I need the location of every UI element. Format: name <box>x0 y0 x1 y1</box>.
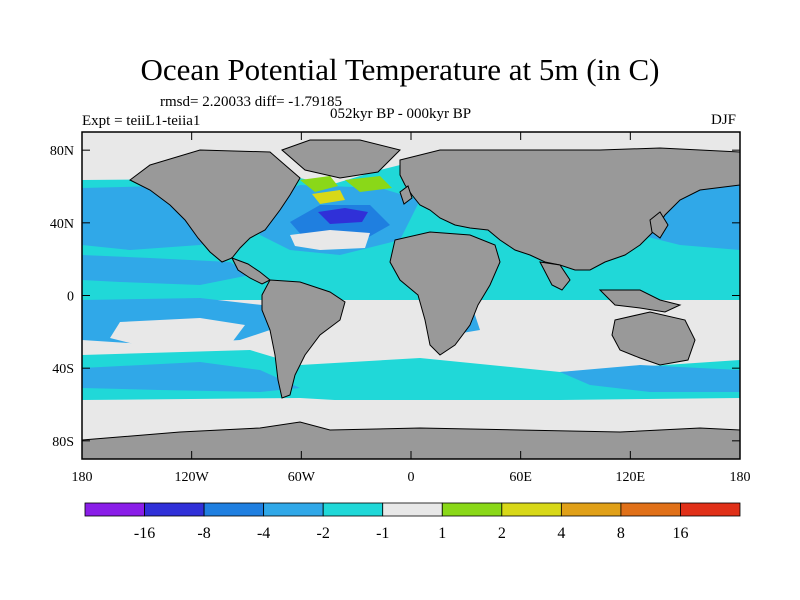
experiment-label: Expt = teiiL1-teiia1 <box>82 113 201 129</box>
japan-land <box>649 211 669 239</box>
x-tick-label: 180 <box>72 470 93 485</box>
colorbar-swatch <box>84 502 145 517</box>
colorbar-label: -4 <box>257 525 270 542</box>
ocean-anomaly-patch <box>312 190 345 204</box>
india-land <box>539 261 571 291</box>
ocean-anomaly-patch <box>465 338 560 370</box>
ocean-anomaly-patch <box>82 255 250 285</box>
colorbar-swatch <box>560 502 622 517</box>
ocean-anomaly-patch <box>318 208 368 224</box>
y-tick-label: 40S <box>52 362 74 377</box>
chart-title: Ocean Potential Temperature at 5m (in C) <box>140 52 660 87</box>
colorbar-label: 16 <box>672 525 688 542</box>
colorbar-label: -2 <box>317 525 330 542</box>
uk-land <box>399 185 413 205</box>
colorbar-swatch <box>382 502 443 517</box>
colorbar: -16 -8 -4 -2 -1 1 2 4 8 16 <box>84 502 741 542</box>
axis-ticks: 180 120W 60W 0 60E 120E 180 80N 40N 0 40S 80S <box>50 132 751 485</box>
x-tick-label: 0 <box>408 470 415 485</box>
y-tick-label: 0 <box>67 290 74 305</box>
colorbar-label: 4 <box>557 525 565 542</box>
x-tick-label: 120W <box>175 470 210 485</box>
antarctica-land <box>82 421 740 459</box>
australia-land <box>611 311 696 366</box>
x-tick-label: 60W <box>288 470 316 485</box>
season-label: DJF <box>711 112 737 128</box>
period-label: 052kyr BP - 000kyr BP <box>330 106 472 122</box>
colorbar-swatch <box>263 502 324 517</box>
x-tick-label: 120E <box>616 470 646 485</box>
south-america-land <box>261 279 346 399</box>
colorbar-label: 8 <box>617 525 625 542</box>
stats-label: rmsd= 2.20033 diff= -1.79185 <box>160 94 343 110</box>
y-tick-label: 80N <box>50 144 74 159</box>
colorbar-swatch <box>620 502 681 517</box>
ocean-anomaly-patch <box>290 230 370 250</box>
ocean-anomaly-patch <box>340 305 430 355</box>
ocean-anomaly-patch <box>82 362 300 392</box>
ocean-anomaly-patch <box>300 176 338 192</box>
land-mask <box>82 139 740 459</box>
colorbar-swatch <box>322 502 384 517</box>
se-asia-islands <box>598 289 682 313</box>
colorbar-label: -16 <box>134 525 155 542</box>
colorbar-swatch <box>203 502 265 517</box>
x-tick-label: 180 <box>730 470 751 485</box>
africa-land <box>389 231 501 356</box>
colorbar-label: 2 <box>498 525 506 542</box>
y-tick-label: 40N <box>50 217 74 232</box>
colorbar-label: -1 <box>376 525 389 542</box>
colorbar-swatch <box>501 502 562 517</box>
y-tick-label: 80S <box>52 435 74 450</box>
ocean-anomaly-patch <box>110 318 245 348</box>
colorbar-swatch <box>441 502 503 517</box>
central-america-land <box>230 257 271 285</box>
eurasia-land <box>399 147 740 271</box>
ocean-anomaly-patch <box>345 176 392 192</box>
north-america-land <box>129 149 301 263</box>
greenland-land <box>281 139 401 179</box>
x-tick-label: 60E <box>509 470 532 485</box>
colorbar-swatch <box>144 502 205 517</box>
colorbar-swatch <box>680 502 741 517</box>
colorbar-label: -8 <box>197 525 210 542</box>
colorbar-label: 1 <box>438 525 446 542</box>
ocean-anomaly-patch <box>560 365 740 392</box>
